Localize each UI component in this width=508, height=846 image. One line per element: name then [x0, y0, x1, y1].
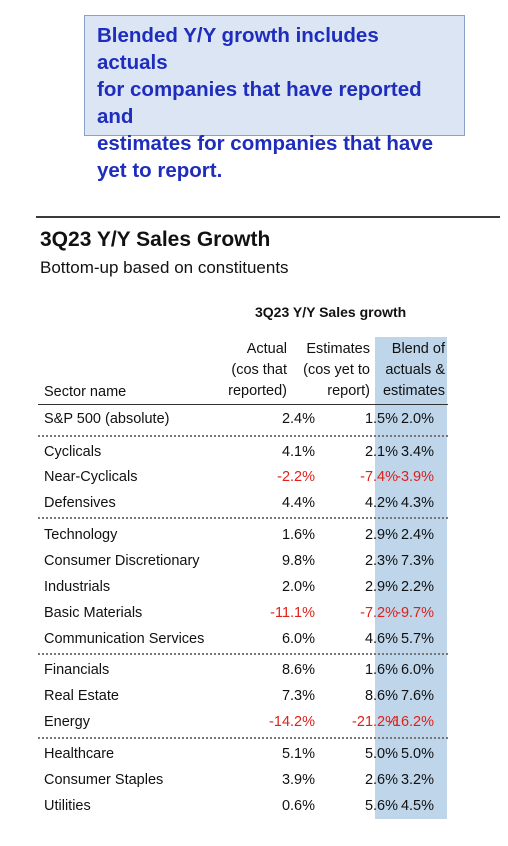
blend-value: -9.7%: [396, 605, 434, 621]
table-title: 3Q23 Y/Y Sales growth: [255, 304, 407, 320]
blend-value: 3.4%: [400, 444, 434, 460]
table-row: Near-Cyclicals -2.2% -7.4% -3.9%: [44, 464, 448, 490]
sector-name: Near-Cyclicals: [44, 469, 138, 485]
table-row: Communication Services 6.0% 4.6% 5.7%: [44, 626, 448, 652]
estimates-value: 4.2%: [364, 495, 398, 511]
actual-value: 0.6%: [281, 798, 315, 814]
actual-value: 9.8%: [281, 553, 315, 569]
blend-value: 2.0%: [400, 411, 434, 427]
callout-line: estimates for companies that have: [97, 132, 434, 155]
table-row: Real Estate 7.3% 8.6% 7.6%: [44, 683, 448, 709]
actual-value: -14.2%: [269, 714, 315, 730]
estimates-value: 5.6%: [364, 798, 398, 814]
table-row: Consumer Discretionary 9.8% 2.3% 7.3%: [44, 548, 448, 574]
blend-value: -16.2%: [388, 714, 434, 730]
sector-name: Utilities: [44, 798, 91, 814]
actual-value: 7.3%: [281, 688, 315, 704]
callout-line: yet to report.: [97, 159, 223, 182]
callout-line: Blended Y/Y growth includes actuals: [97, 24, 379, 74]
actual-value: 6.0%: [281, 631, 315, 647]
table-row: S&P 500 (absolute) 2.4% 1.5% 2.0%: [44, 406, 448, 432]
blend-value: 5.7%: [400, 631, 434, 647]
sector-name: Financials: [44, 662, 110, 678]
sector-name: Technology: [44, 527, 118, 543]
column-header-sector: Sector name: [44, 384, 127, 400]
header-divider: [38, 404, 448, 405]
blend-value: -3.9%: [396, 469, 434, 485]
table-row: Industrials 2.0% 2.9% 2.2%: [44, 574, 448, 600]
actual-value: -2.2%: [277, 469, 315, 485]
sector-name: Cyclicals: [44, 444, 102, 460]
actual-value: 5.1%: [281, 746, 315, 762]
callout-line: for companies that have reported and: [97, 78, 422, 128]
actual-value: -11.1%: [270, 605, 315, 621]
estimates-value: 1.5%: [364, 411, 398, 427]
callout-box: Blended Y/Y growth includes actuals for …: [84, 15, 465, 182]
blend-value: 2.4%: [400, 527, 434, 543]
blend-value: 7.6%: [400, 688, 434, 704]
estimates-value: 2.3%: [364, 553, 398, 569]
actual-value: 4.4%: [281, 495, 315, 511]
sector-name: Real Estate: [44, 688, 119, 704]
table-row: Basic Materials -11.1% -7.2% -9.7%: [44, 600, 448, 626]
sector-name: Basic Materials: [44, 605, 143, 621]
table-row: Utilities 0.6% 5.6% 4.5%: [44, 793, 448, 819]
estimates-value: -7.4%: [360, 469, 398, 485]
estimates-value: 2.6%: [364, 772, 398, 788]
table-row: Consumer Staples 3.9% 2.6% 3.2%: [44, 767, 448, 793]
sector-name: S&P 500 (absolute): [44, 411, 170, 427]
blend-value: 2.2%: [400, 579, 434, 595]
actual-value: 2.0%: [281, 579, 315, 595]
sector-name: Energy: [44, 714, 90, 730]
blend-value: 6.0%: [400, 662, 434, 678]
group-divider: [38, 435, 448, 437]
estimates-value: 2.9%: [364, 579, 398, 595]
sector-name: Consumer Staples: [44, 772, 164, 788]
sector-name: Healthcare: [44, 746, 115, 762]
actual-value: 3.9%: [281, 772, 315, 788]
table-row: Defensives 4.4% 4.2% 4.3%: [44, 490, 448, 516]
column-header-estimates: Estimates (cos yet to report): [303, 341, 370, 399]
blend-value: 4.3%: [400, 495, 434, 511]
blend-value: 4.5%: [400, 798, 434, 814]
estimates-value: 4.6%: [364, 631, 398, 647]
group-divider: [38, 653, 448, 655]
actual-value: 4.1%: [281, 444, 315, 460]
estimates-value: 1.6%: [364, 662, 398, 678]
estimates-value: -21.2%: [352, 714, 398, 730]
estimates-value: 2.1%: [364, 444, 398, 460]
actual-value: 8.6%: [281, 662, 315, 678]
sector-name: Defensives: [44, 495, 116, 511]
group-divider: [38, 517, 448, 519]
page-title: 3Q23 Y/Y Sales Growth: [40, 228, 271, 251]
estimates-value: -7.2%: [360, 605, 398, 621]
column-header-blend: Blend of actuals & estimates: [382, 341, 445, 399]
blend-value: 5.0%: [400, 746, 434, 762]
estimates-value: 8.6%: [364, 688, 398, 704]
group-divider: [38, 737, 448, 739]
estimates-value: 2.9%: [364, 527, 398, 543]
estimates-value: 5.0%: [364, 746, 398, 762]
table-row: Financials 8.6% 1.6% 6.0%: [44, 657, 448, 683]
table-row: Energy -14.2% -21.2% -16.2%: [44, 709, 448, 735]
column-header-actual: Actual (cos that reported): [228, 341, 287, 399]
blend-value: 3.2%: [400, 772, 434, 788]
sector-name: Communication Services: [44, 631, 205, 647]
table-row: Healthcare 5.1% 5.0% 5.0%: [44, 741, 448, 767]
title-divider: [36, 216, 500, 218]
table-row: Technology 1.6% 2.9% 2.4%: [44, 522, 448, 548]
page-subtitle: Bottom-up based on constituents: [40, 258, 289, 277]
table-row: Cyclicals 4.1% 2.1% 3.4%: [44, 439, 448, 465]
actual-value: 2.4%: [281, 411, 315, 427]
blend-value: 7.3%: [400, 553, 434, 569]
actual-value: 1.6%: [281, 527, 315, 543]
sector-name: Consumer Discretionary: [44, 553, 200, 569]
sector-name: Industrials: [44, 579, 111, 595]
